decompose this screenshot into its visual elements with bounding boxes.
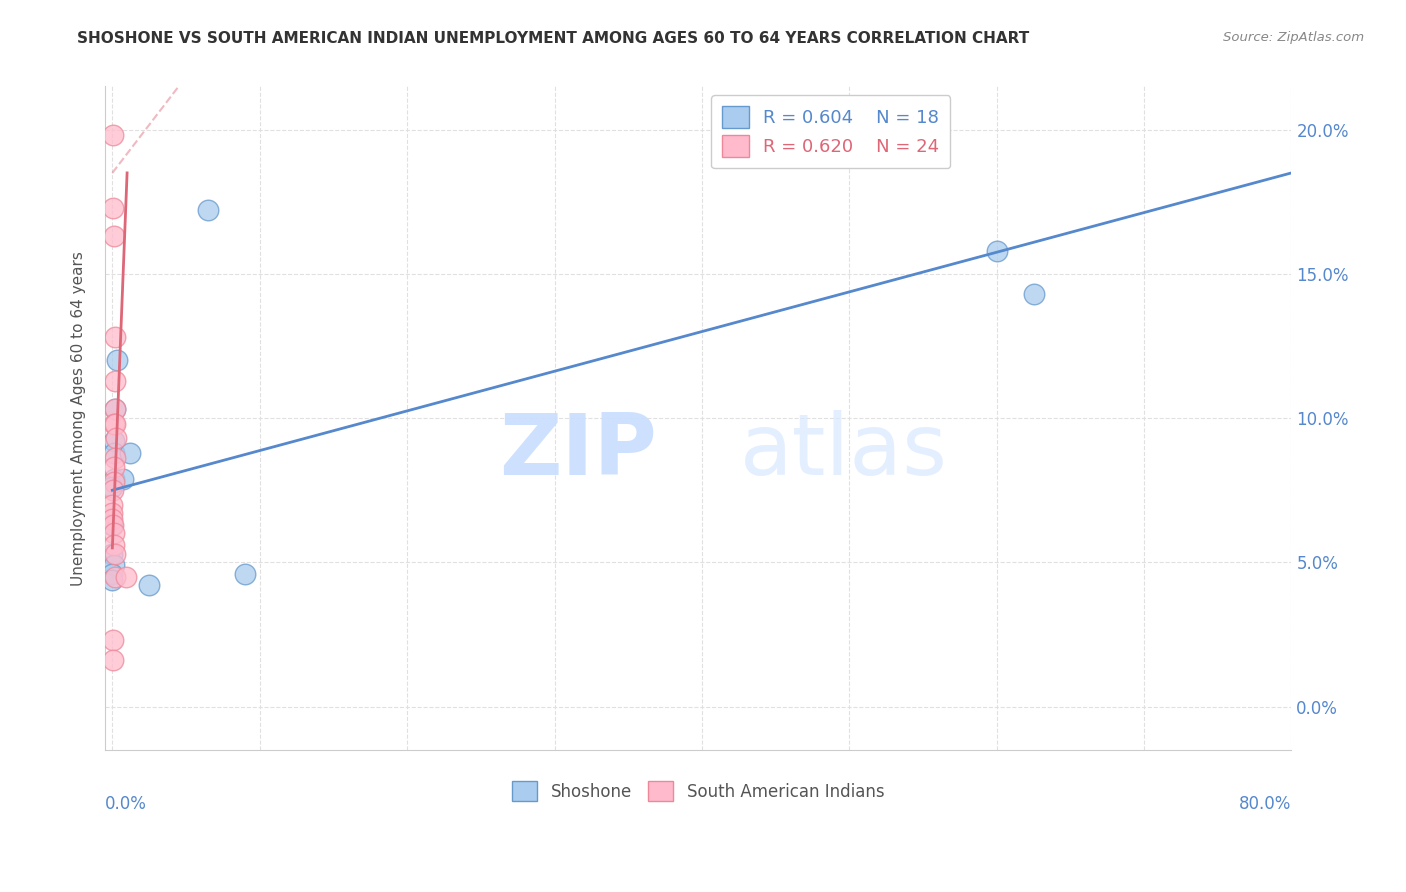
- Point: [101, 517, 124, 532]
- Point: [138, 578, 160, 592]
- Point: [103, 475, 125, 489]
- Point: [101, 512, 124, 526]
- Point: [101, 566, 124, 581]
- Point: [103, 451, 125, 466]
- Point: [101, 483, 124, 498]
- Point: [101, 506, 124, 520]
- Point: [197, 203, 219, 218]
- Point: [103, 472, 125, 486]
- Point: [104, 374, 127, 388]
- Point: [104, 417, 127, 431]
- Point: [105, 431, 128, 445]
- Point: [101, 128, 124, 143]
- Point: [103, 558, 125, 573]
- Point: [103, 460, 125, 475]
- Point: [233, 566, 256, 581]
- Point: [1022, 287, 1045, 301]
- Legend: Shoshone, South American Indians: Shoshone, South American Indians: [505, 774, 891, 808]
- Point: [103, 434, 125, 449]
- Point: [114, 570, 136, 584]
- Point: [101, 201, 124, 215]
- Point: [103, 547, 125, 561]
- Point: [105, 353, 128, 368]
- Point: [986, 244, 1008, 258]
- Text: 80.0%: 80.0%: [1239, 795, 1292, 813]
- Point: [101, 633, 124, 648]
- Point: [103, 330, 125, 344]
- Point: [101, 547, 124, 561]
- Point: [101, 480, 124, 494]
- Point: [103, 538, 125, 552]
- Point: [104, 402, 127, 417]
- Point: [103, 402, 125, 417]
- Text: ZIP: ZIP: [499, 409, 657, 492]
- Point: [111, 472, 134, 486]
- Point: [101, 517, 124, 532]
- Y-axis label: Unemployment Among Ages 60 to 64 years: Unemployment Among Ages 60 to 64 years: [72, 251, 86, 585]
- Point: [103, 417, 125, 431]
- Point: [103, 446, 125, 460]
- Text: 0.0%: 0.0%: [105, 795, 146, 813]
- Point: [104, 570, 127, 584]
- Point: [101, 653, 124, 667]
- Point: [103, 526, 125, 541]
- Text: SHOSHONE VS SOUTH AMERICAN INDIAN UNEMPLOYMENT AMONG AGES 60 TO 64 YEARS CORRELA: SHOSHONE VS SOUTH AMERICAN INDIAN UNEMPL…: [77, 31, 1029, 46]
- Point: [103, 229, 125, 244]
- Text: atlas: atlas: [740, 409, 948, 492]
- Point: [118, 446, 141, 460]
- Text: Source: ZipAtlas.com: Source: ZipAtlas.com: [1223, 31, 1364, 45]
- Point: [101, 498, 124, 512]
- Point: [101, 573, 124, 587]
